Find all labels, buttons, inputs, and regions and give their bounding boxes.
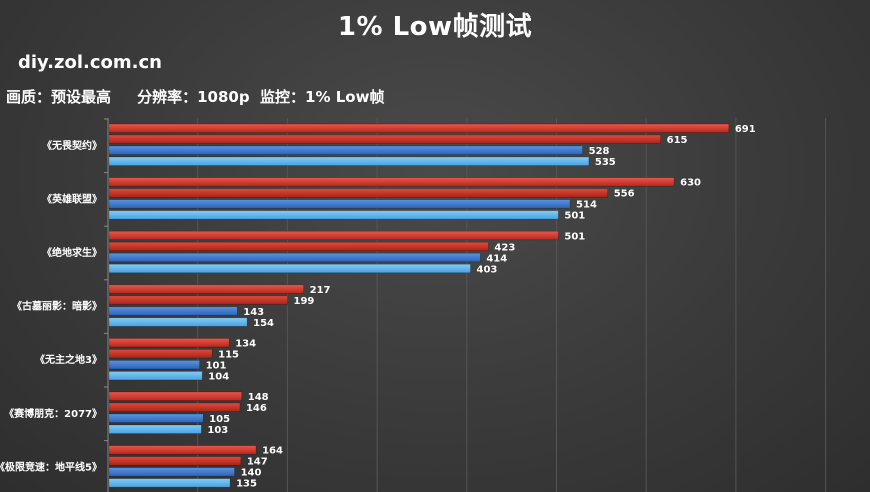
data-label: 514	[576, 200, 597, 211]
bar	[108, 371, 203, 381]
bar	[108, 284, 304, 294]
data-label: 556	[614, 189, 635, 200]
chart-title: 1% Low帧测试	[337, 12, 533, 42]
data-label: 154	[253, 318, 274, 329]
bar	[108, 338, 230, 348]
data-label: 217	[310, 285, 331, 296]
category-axis: 《无畏契约》《英雄联盟》《绝地求生》《古墓丽影：暗影》《无主之地3》《赛博朋克：…	[0, 118, 109, 492]
bar	[108, 349, 213, 359]
bar	[108, 134, 661, 144]
category-label: 《绝地求生》	[42, 246, 102, 259]
bar	[108, 391, 243, 401]
bar	[108, 424, 202, 434]
bar	[108, 317, 248, 327]
bar	[108, 413, 204, 423]
data-label: 140	[241, 468, 262, 479]
bar	[108, 478, 231, 488]
category-label: 《极限竞速：地平线5》	[0, 460, 102, 473]
test-settings: 画质：预设最高 分辨率：1080p 监控：1% Low帧	[6, 88, 385, 106]
data-label: 104	[208, 372, 229, 383]
bar	[108, 145, 583, 155]
data-label: 105	[209, 414, 230, 425]
data-label: 135	[236, 479, 257, 490]
site-watermark: diy.zol.com.cn	[18, 52, 162, 73]
data-label: 103	[207, 425, 228, 436]
data-label: 148	[248, 392, 269, 403]
bar	[108, 177, 675, 187]
category-label: 《无主之地3》	[35, 353, 102, 366]
data-label: 147	[247, 457, 268, 468]
bar	[108, 156, 590, 166]
data-label: 535	[595, 157, 616, 168]
data-label: 414	[486, 253, 507, 264]
data-label: 199	[294, 296, 315, 307]
bar	[108, 188, 609, 198]
data-label: 501	[564, 211, 585, 222]
bar	[108, 252, 481, 263]
bar	[108, 295, 288, 305]
data-label: 134	[235, 339, 256, 350]
data-label: 528	[589, 146, 610, 157]
category-label: 《古墓丽影：暗影》	[12, 300, 102, 313]
bar	[108, 123, 730, 133]
bar	[108, 456, 242, 466]
bar	[108, 263, 471, 274]
data-label: 615	[667, 135, 688, 146]
category-label: 《无畏契约》	[42, 139, 102, 152]
grid-lines	[197, 118, 827, 492]
bar	[108, 402, 241, 412]
data-label: 143	[243, 307, 264, 318]
data-label: 501	[564, 231, 585, 242]
data-label: 630	[680, 178, 701, 189]
data-label: 115	[218, 350, 239, 361]
category-label: 《赛博朋克：2077》	[4, 407, 102, 420]
bar	[108, 199, 571, 209]
bar	[108, 360, 200, 370]
data-label: 403	[476, 264, 497, 275]
data-label: 146	[246, 403, 267, 414]
bar	[108, 467, 235, 477]
bar	[108, 241, 489, 252]
bar	[108, 210, 559, 220]
bar	[108, 306, 238, 316]
data-label: 691	[735, 124, 756, 135]
data-label: 423	[494, 242, 515, 253]
bar	[108, 445, 257, 455]
data-label: 164	[262, 446, 283, 457]
bar	[108, 230, 559, 241]
bars: 6916155285356305565145015014234144032171…	[108, 123, 756, 490]
category-label: 《英雄联盟》	[42, 192, 102, 205]
data-label: 101	[206, 361, 227, 372]
